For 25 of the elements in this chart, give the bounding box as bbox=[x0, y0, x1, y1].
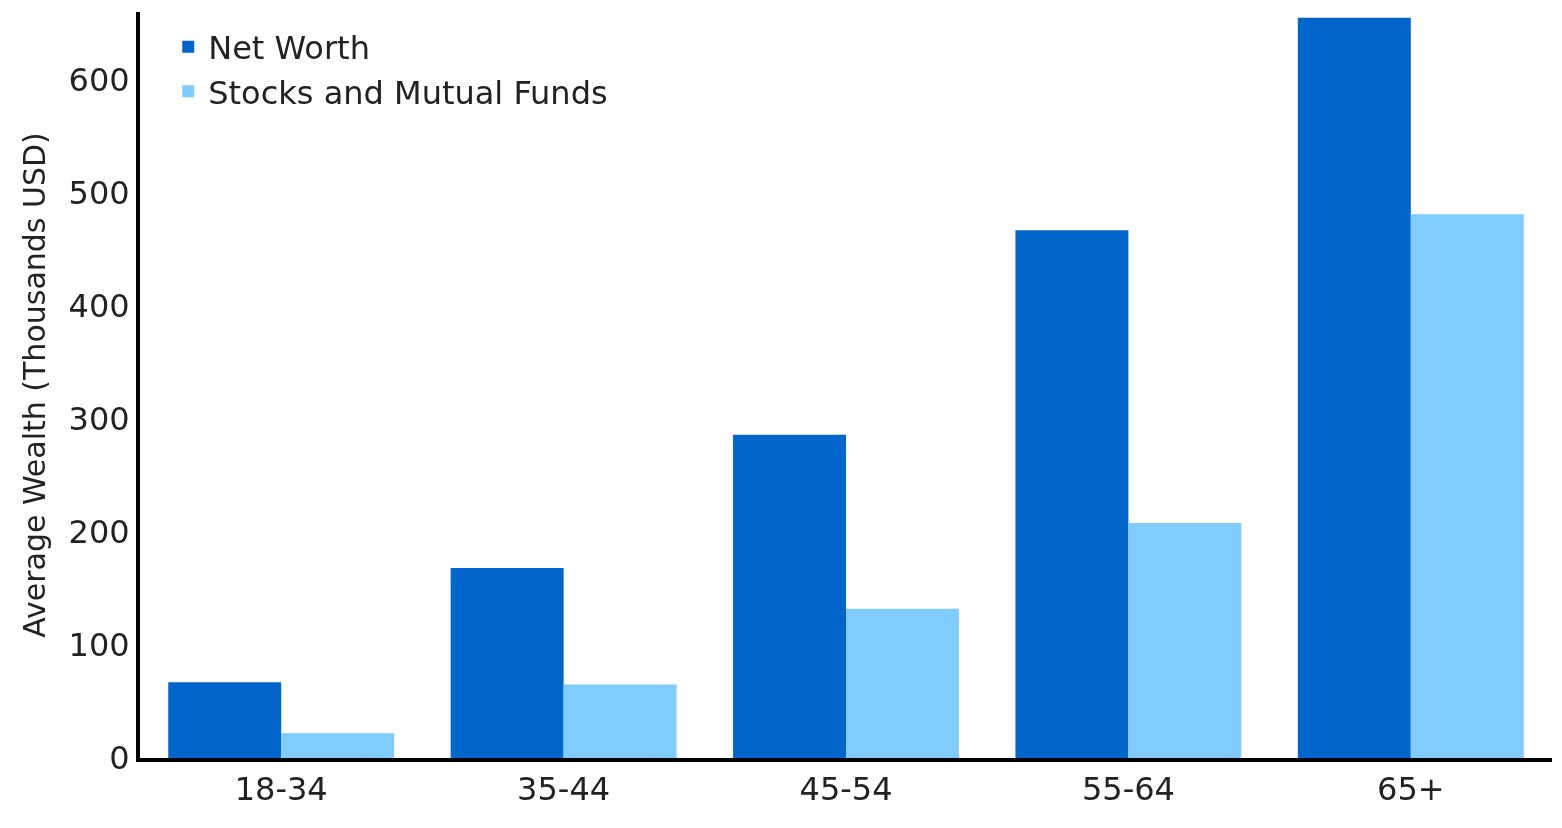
y-tick-label: 500 bbox=[68, 174, 130, 213]
y-tick-label: 600 bbox=[68, 61, 130, 100]
y-tick-label: 400 bbox=[68, 287, 130, 326]
bar bbox=[1128, 522, 1242, 758]
legend-label: Net Worth bbox=[208, 29, 370, 68]
legend-label: Stocks and Mutual Funds bbox=[208, 73, 608, 112]
bar bbox=[563, 684, 677, 758]
x-tick-label: 45-54 bbox=[799, 770, 893, 809]
bar bbox=[733, 434, 846, 758]
bar bbox=[168, 682, 282, 758]
y-tick-label: 100 bbox=[68, 626, 130, 665]
x-tick-label: 55-64 bbox=[1081, 770, 1175, 809]
x-tick-label: 35-44 bbox=[517, 770, 611, 809]
bar bbox=[1297, 17, 1411, 758]
bar bbox=[281, 733, 395, 758]
bar bbox=[450, 568, 564, 758]
y-axis-title: Average Wealth (Thousands USD) bbox=[17, 132, 53, 638]
y-tick-label: 200 bbox=[68, 513, 130, 552]
y-tick-label: 0 bbox=[109, 739, 130, 778]
x-tick-label: 18-34 bbox=[234, 770, 328, 809]
bar bbox=[1410, 214, 1524, 758]
y-tick-label: 300 bbox=[68, 400, 130, 439]
bar bbox=[1015, 230, 1129, 758]
x-tick-label: 65+ bbox=[1377, 770, 1445, 809]
bar bbox=[846, 608, 959, 758]
